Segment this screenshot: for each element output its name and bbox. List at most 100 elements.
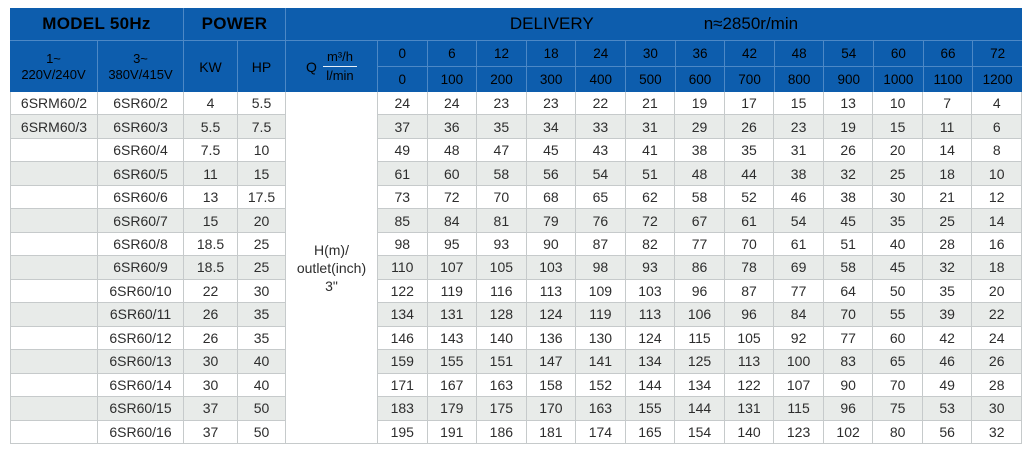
head-value-cell: 35 bbox=[922, 279, 973, 304]
head-value-cell: 28 bbox=[972, 373, 1022, 398]
head-value-cell: 22 bbox=[972, 303, 1022, 327]
flow-m3h-value: 0 bbox=[398, 46, 407, 61]
head-value-cell: 46 bbox=[774, 185, 824, 210]
flow-column-header: 12 200 bbox=[476, 41, 526, 92]
head-value-cell: 146 bbox=[378, 326, 428, 351]
hp-cell: 17.5 bbox=[238, 185, 286, 210]
head-value-cell: 69 bbox=[774, 256, 824, 280]
flow-column-header: 18 300 bbox=[525, 41, 576, 92]
model-3ph-cell: 6SR60/16 bbox=[98, 420, 184, 444]
head-value-cell: 29 bbox=[675, 115, 725, 139]
head-value-cell: 174 bbox=[576, 420, 626, 444]
head-value-cell: 4 bbox=[972, 92, 1022, 116]
kw-cell: 37 bbox=[184, 397, 238, 421]
flow-m3h-value: 48 bbox=[791, 46, 807, 61]
head-value-cell: 58 bbox=[477, 162, 527, 186]
head-value-cell: 113 bbox=[625, 303, 676, 327]
kw-header-label: KW bbox=[199, 58, 222, 75]
flow-lmin-value: 400 bbox=[576, 66, 626, 92]
flow-m3h-value: 54 bbox=[841, 46, 857, 61]
head-value-cell: 106 bbox=[675, 303, 725, 327]
head-value-cell: 31 bbox=[625, 115, 676, 139]
kw-cell: 4 bbox=[184, 92, 238, 116]
head-value-cell: 21 bbox=[922, 185, 973, 210]
head-value-cell: 105 bbox=[477, 256, 527, 280]
head-value-cell: 26 bbox=[724, 115, 775, 139]
flow-column-header: 24 400 bbox=[575, 41, 626, 92]
q-unit-lmin: l/min bbox=[326, 68, 354, 83]
head-value-cell: 41 bbox=[625, 138, 676, 163]
kw-cell: 18.5 bbox=[184, 256, 238, 280]
phase3-voltage-header: 3~ 380V/415V bbox=[97, 41, 183, 92]
head-value-cell: 70 bbox=[823, 303, 874, 327]
flow-column-header: 30 500 bbox=[625, 41, 675, 92]
hp-cell: 5.5 bbox=[238, 92, 286, 116]
head-value-cell: 75 bbox=[873, 397, 923, 421]
flow-column-header: 54 900 bbox=[823, 41, 874, 92]
model-3ph-cell: 6SR60/2 bbox=[98, 92, 184, 116]
flow-lmin-value: 500 bbox=[626, 66, 675, 92]
kw-cell: 13 bbox=[184, 185, 238, 210]
head-value-cell: 58 bbox=[823, 256, 874, 280]
speed-label: n≈2850r/min bbox=[703, 14, 799, 33]
model-1ph-cell bbox=[11, 350, 98, 374]
head-value-cell: 23 bbox=[526, 92, 577, 116]
phase3-line2: 380V/415V bbox=[108, 66, 173, 82]
kw-cell: 15 bbox=[184, 209, 238, 233]
head-value-cell: 45 bbox=[526, 138, 577, 163]
head-value-cell: 102 bbox=[823, 420, 874, 444]
head-value-cell: 24 bbox=[972, 326, 1022, 351]
q-symbol: Q bbox=[306, 58, 317, 75]
head-value-cell: 116 bbox=[477, 279, 527, 304]
head-value-cell: 58 bbox=[675, 185, 725, 210]
model-3ph-cell: 6SR60/12 bbox=[98, 326, 184, 351]
head-value-cell: 61 bbox=[774, 232, 824, 257]
head-value-cell: 50 bbox=[873, 279, 923, 304]
head-value-cell: 109 bbox=[576, 279, 626, 304]
head-value-cell: 48 bbox=[675, 162, 725, 186]
model-1ph-cell bbox=[11, 420, 98, 444]
model-3ph-cell: 6SR60/5 bbox=[98, 162, 184, 186]
head-value-cell: 115 bbox=[675, 326, 725, 351]
head-value-cell: 77 bbox=[823, 326, 874, 351]
head-value-cell: 45 bbox=[823, 209, 874, 233]
head-value-cell: 37 bbox=[378, 115, 428, 139]
kw-cell: 22 bbox=[184, 279, 238, 304]
delivery-header-label: DELIVERY bbox=[509, 14, 594, 33]
head-value-cell: 36 bbox=[427, 115, 478, 139]
head-value-cell: 151 bbox=[477, 350, 527, 374]
model-1ph-cell bbox=[11, 397, 98, 421]
head-value-cell: 70 bbox=[477, 185, 527, 210]
head-value-cell: 32 bbox=[972, 420, 1022, 444]
head-value-cell: 136 bbox=[526, 326, 577, 351]
head-value-cell: 44 bbox=[724, 162, 775, 186]
head-value-cell: 40 bbox=[873, 232, 923, 257]
head-value-cell: 13 bbox=[823, 92, 874, 116]
head-value-cell: 28 bbox=[922, 232, 973, 257]
head-value-cell: 17 bbox=[724, 92, 775, 116]
head-value-cell: 131 bbox=[427, 303, 478, 327]
hp-header-label: HP bbox=[251, 58, 272, 75]
head-value-cell: 90 bbox=[823, 373, 874, 398]
head-value-cell: 93 bbox=[625, 256, 676, 280]
head-value-cell: 170 bbox=[526, 397, 577, 421]
head-value-cell: 83 bbox=[823, 350, 874, 374]
head-value-cell: 98 bbox=[576, 256, 626, 280]
flow-rate-header: Q m³/h l/min bbox=[285, 41, 377, 92]
phase1-line1: 1~ bbox=[46, 50, 61, 66]
head-value-cell: 51 bbox=[823, 232, 874, 257]
head-value-cell: 77 bbox=[774, 279, 824, 304]
head-value-cell: 80 bbox=[873, 420, 923, 444]
head-value-cell: 56 bbox=[922, 420, 973, 444]
flow-m3h-value: 30 bbox=[642, 46, 658, 61]
head-value-cell: 34 bbox=[526, 115, 577, 139]
head-value-cell: 122 bbox=[724, 373, 775, 398]
head-value-cell: 77 bbox=[675, 232, 725, 257]
model-1ph-cell: 6SRM60/2 bbox=[11, 92, 98, 116]
head-value-cell: 15 bbox=[774, 92, 824, 116]
head-value-cell: 53 bbox=[922, 397, 973, 421]
pump-spec-table: MODEL 50Hz POWER DELIVERY n≈2850r/min 1~… bbox=[10, 8, 1022, 444]
head-value-cell: 141 bbox=[576, 350, 626, 374]
flow-lmin-value: 100 bbox=[427, 66, 477, 92]
head-value-cell: 35 bbox=[873, 209, 923, 233]
